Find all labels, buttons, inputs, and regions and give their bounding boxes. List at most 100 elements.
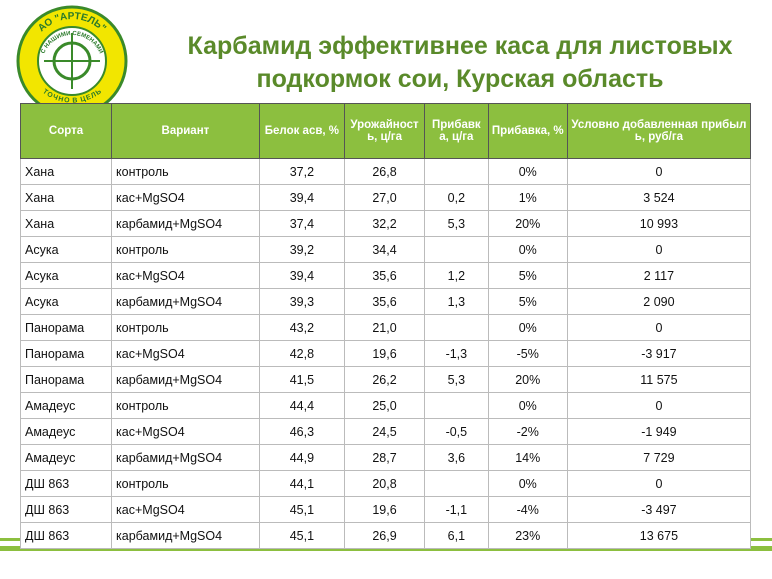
table-cell: 1,2 xyxy=(424,262,489,289)
table-cell: контроль xyxy=(111,158,260,185)
table-row: Хана кас+MgSO4 39,4 27,0 0,2 1% 3 524 xyxy=(19,184,752,211)
table-cell: 0% xyxy=(487,158,568,185)
table-cell: карбамид+MgSO4 xyxy=(111,210,260,237)
table-cell: контроль xyxy=(111,236,260,263)
table-cell: 37,4 xyxy=(258,210,346,237)
table-cell: Панорама xyxy=(19,366,113,393)
table-cell xyxy=(424,392,489,419)
table-cell: -1,3 xyxy=(424,340,489,367)
table-cell: -3 917 xyxy=(566,340,752,367)
title-line: подкормок сои, Курская область xyxy=(256,65,664,93)
table-row: Панорама карбамид+MgSO4 41,5 26,2 5,3 20% 11 5… xyxy=(19,366,752,393)
table-cell: ДШ 863 xyxy=(19,496,113,523)
table-cell: карбамид+MgSO4 xyxy=(111,366,260,393)
table-cell: Асука xyxy=(19,262,113,289)
table-cell: 39,4 xyxy=(258,184,346,211)
table-cell: -1 949 xyxy=(566,418,752,445)
table-cell: контроль xyxy=(111,314,260,341)
table-cell: 42,8 xyxy=(258,340,346,367)
table-cell: кас+MgSO4 xyxy=(111,340,260,367)
title: Карбамид эффективнее каса для листовых по… xyxy=(140,30,772,96)
column-header: Условно добавленная прибыль, руб/га xyxy=(566,103,752,159)
table-cell: 37,2 xyxy=(258,158,346,185)
data-table: Сорта Вариант Белок асв, % Урожайность, ц/г… xyxy=(19,103,752,549)
table-cell: -2% xyxy=(487,418,568,445)
table-cell: 34,4 xyxy=(344,236,425,263)
table-cell: -3 497 xyxy=(566,496,752,523)
table-cell: 35,6 xyxy=(344,262,425,289)
table-cell: Амадеус xyxy=(19,418,113,445)
table-row: Амадеус кас+MgSO4 46,3 24,5 -0,5 -2% -1 949 xyxy=(19,418,752,445)
table-cell: 20% xyxy=(487,366,568,393)
table-row: ДШ 863 кас+MgSO4 45,1 19,6 -1,1 -4% -3 497 xyxy=(19,496,752,523)
table-cell: ДШ 863 xyxy=(19,470,113,497)
column-header: Прибавка, ц/га xyxy=(424,103,489,159)
table-cell: 26,9 xyxy=(344,522,425,549)
table-cell: Хана xyxy=(19,184,113,211)
table-cell: 39,2 xyxy=(258,236,346,263)
table-row: Асука кас+MgSO4 39,4 35,6 1,2 5% 2 117 xyxy=(19,262,752,289)
table-cell: 0 xyxy=(566,236,752,263)
table-cell: 6,1 xyxy=(424,522,489,549)
table-cell: 24,5 xyxy=(344,418,425,445)
table-cell: 39,3 xyxy=(258,288,346,315)
table-cell: 39,4 xyxy=(258,262,346,289)
table-cell: 2 117 xyxy=(566,262,752,289)
table-cell: 20% xyxy=(487,210,568,237)
table-cell: 7 729 xyxy=(566,444,752,471)
column-header: Вариант xyxy=(111,103,260,159)
table-cell: 26,2 xyxy=(344,366,425,393)
table-cell: 0% xyxy=(487,236,568,263)
table-cell: 10 993 xyxy=(566,210,752,237)
table-cell: Асука xyxy=(19,236,113,263)
table-cell: 2 090 xyxy=(566,288,752,315)
table-cell: -0,5 xyxy=(424,418,489,445)
table-cell: 25,0 xyxy=(344,392,425,419)
table-cell: 5,3 xyxy=(424,366,489,393)
table-cell: 19,6 xyxy=(344,340,425,367)
table-cell xyxy=(424,470,489,497)
table-row: Амадеус контроль 44,4 25,0 0% 0 xyxy=(19,392,752,419)
table-cell: 5% xyxy=(487,288,568,315)
table-cell: Хана xyxy=(19,210,113,237)
table-row: Хана контроль 37,2 26,8 0% 0 xyxy=(19,158,752,185)
table-row: Асука карбамид+MgSO4 39,3 35,6 1,3 5% 2 090 xyxy=(19,288,752,315)
table-cell xyxy=(424,158,489,185)
table-cell: 43,2 xyxy=(258,314,346,341)
table-cell: 3 524 xyxy=(566,184,752,211)
column-header: Урожайность, ц/га xyxy=(344,103,425,159)
table-cell: карбамид+MgSO4 xyxy=(111,522,260,549)
table-cell: контроль xyxy=(111,470,260,497)
table-cell: 21,0 xyxy=(344,314,425,341)
table-cell: кас+MgSO4 xyxy=(111,184,260,211)
table-cell: 46,3 xyxy=(258,418,346,445)
table-cell: ДШ 863 xyxy=(19,522,113,549)
title-line: Карбамид эффективнее каса для листовых xyxy=(187,32,733,60)
table-cell: -1,1 xyxy=(424,496,489,523)
table-cell: 44,4 xyxy=(258,392,346,419)
table-cell: 0 xyxy=(566,158,752,185)
table-cell: 27,0 xyxy=(344,184,425,211)
table-cell: 32,2 xyxy=(344,210,425,237)
table-cell: 0% xyxy=(487,392,568,419)
table-row: Асука контроль 39,2 34,4 0% 0 xyxy=(19,236,752,263)
table-cell: 44,9 xyxy=(258,444,346,471)
table-cell: 19,6 xyxy=(344,496,425,523)
table-cell xyxy=(424,314,489,341)
table-cell: 3,6 xyxy=(424,444,489,471)
table-cell: 5% xyxy=(487,262,568,289)
table-cell: 14% xyxy=(487,444,568,471)
table-cell xyxy=(424,236,489,263)
table-cell: 23% xyxy=(487,522,568,549)
table-cell: 0,2 xyxy=(424,184,489,211)
table-cell: кас+MgSO4 xyxy=(111,418,260,445)
table-row: ДШ 863 контроль 44,1 20,8 0% 0 xyxy=(19,470,752,497)
table-row: Амадеус карбамид+MgSO4 44,9 28,7 3,6 14% 7 729 xyxy=(19,444,752,471)
table-cell: 41,5 xyxy=(258,366,346,393)
table-cell: 1,3 xyxy=(424,288,489,315)
table-cell: кас+MgSO4 xyxy=(111,262,260,289)
table-cell: 11 575 xyxy=(566,366,752,393)
column-header: Сорта xyxy=(19,103,113,159)
table-cell: 26,8 xyxy=(344,158,425,185)
